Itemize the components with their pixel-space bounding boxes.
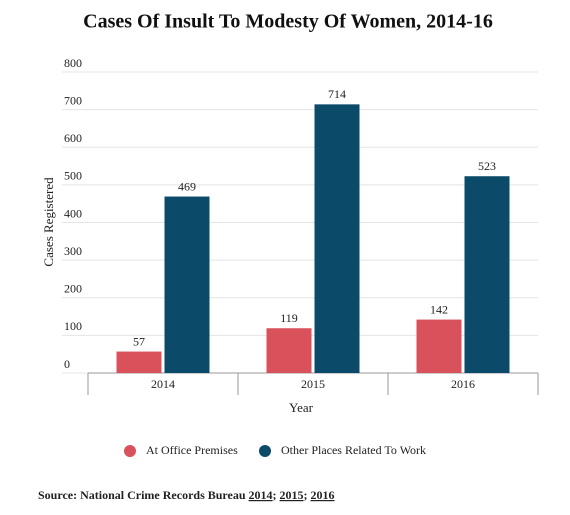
value-label: 469 — [178, 179, 196, 193]
y-tick-label: 600 — [64, 131, 82, 145]
bar — [116, 351, 162, 373]
bar — [266, 328, 312, 373]
x-tick-label: 2014 — [151, 377, 175, 391]
value-label: 523 — [478, 159, 496, 173]
value-label: 57 — [133, 334, 145, 348]
bar — [464, 176, 510, 373]
y-tick-label: 400 — [64, 206, 82, 220]
x-axis-label: Year — [289, 400, 314, 415]
y-tick-label: 800 — [64, 56, 82, 70]
source-link[interactable]: 2014 — [249, 488, 273, 502]
source: Source: National Crime Records Bureau 20… — [38, 488, 335, 502]
source-separator: ; — [273, 488, 277, 502]
value-label: 142 — [430, 302, 448, 316]
source-link[interactable]: 2016 — [311, 488, 335, 502]
source-separator: ; — [304, 488, 308, 502]
chart-title: Cases Of Insult To Modesty Of Women, 201… — [83, 11, 493, 33]
x-tick-label: 2015 — [301, 377, 325, 391]
legend-marker — [124, 445, 136, 457]
legend-label: At Office Premises — [146, 443, 238, 457]
legend-label: Other Places Related To Work — [281, 443, 426, 457]
y-tick-label: 700 — [64, 93, 82, 107]
y-tick-label: 100 — [64, 319, 82, 333]
y-tick-label: 500 — [64, 169, 82, 183]
value-label: 714 — [328, 87, 346, 101]
y-tick-label: 300 — [64, 244, 82, 258]
source-label: Source: National Crime Records Bureau — [38, 488, 246, 502]
bar — [416, 319, 462, 373]
value-label: 119 — [280, 311, 298, 325]
y-axis-label: Cases Registered — [41, 177, 56, 267]
x-tick-label: 2016 — [451, 377, 475, 391]
bar — [164, 196, 210, 373]
bar — [314, 104, 360, 374]
y-tick-label: 0 — [64, 357, 70, 371]
legend-marker — [259, 445, 271, 457]
y-tick-label: 200 — [64, 282, 82, 296]
source-link[interactable]: 2015 — [280, 488, 304, 502]
